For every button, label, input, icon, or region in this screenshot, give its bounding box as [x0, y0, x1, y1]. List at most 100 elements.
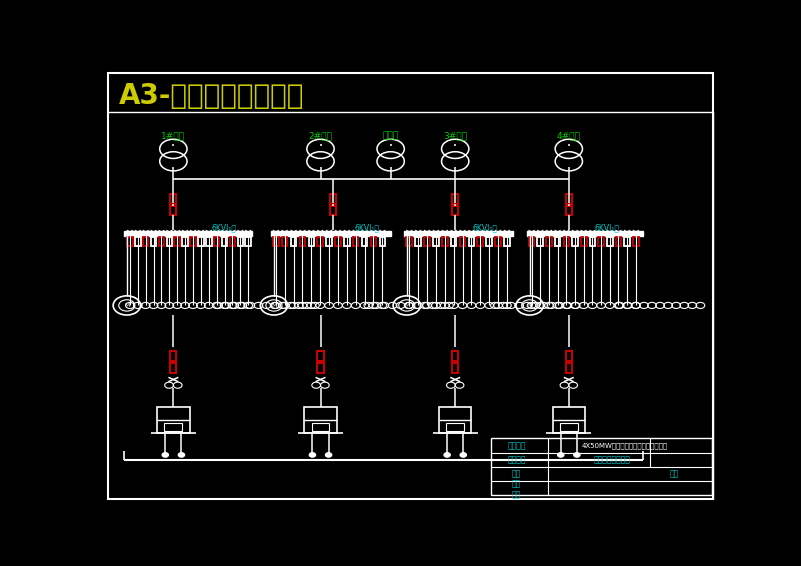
- Bar: [598, 237, 604, 246]
- Text: 制图: 制图: [670, 469, 679, 478]
- Bar: [380, 237, 385, 246]
- Text: 6KVI₁段: 6KVI₁段: [211, 223, 237, 232]
- Bar: [317, 237, 323, 246]
- Text: 审核: 审核: [512, 479, 521, 488]
- Bar: [564, 237, 570, 246]
- Bar: [452, 363, 458, 373]
- Bar: [171, 194, 176, 204]
- Bar: [135, 237, 141, 246]
- Bar: [271, 231, 391, 235]
- Bar: [362, 237, 368, 246]
- Bar: [171, 351, 176, 361]
- Bar: [304, 407, 336, 433]
- Bar: [273, 237, 279, 246]
- Bar: [330, 194, 336, 204]
- Bar: [330, 205, 336, 215]
- Bar: [616, 237, 622, 246]
- Bar: [452, 194, 458, 204]
- Text: 日期: 日期: [512, 490, 521, 499]
- Bar: [183, 237, 188, 246]
- Bar: [371, 237, 376, 246]
- Bar: [230, 237, 235, 246]
- Bar: [238, 237, 243, 246]
- Bar: [151, 237, 156, 246]
- Bar: [222, 237, 227, 246]
- Bar: [282, 237, 288, 246]
- Bar: [452, 351, 458, 361]
- Text: 6KVI₁段: 6KVI₁段: [355, 223, 380, 232]
- Bar: [451, 237, 457, 246]
- Bar: [477, 237, 483, 246]
- Text: 高备变: 高备变: [383, 131, 399, 140]
- Bar: [406, 237, 412, 246]
- Bar: [495, 237, 501, 246]
- Bar: [566, 363, 572, 373]
- Circle shape: [574, 453, 580, 457]
- Bar: [566, 194, 572, 204]
- Bar: [607, 237, 613, 246]
- Bar: [590, 237, 595, 246]
- Bar: [344, 237, 349, 246]
- Bar: [446, 423, 464, 431]
- Text: 1#厂变: 1#厂变: [161, 131, 185, 140]
- Bar: [206, 237, 211, 246]
- Bar: [167, 237, 172, 246]
- Bar: [326, 237, 332, 246]
- Bar: [416, 237, 421, 246]
- Bar: [486, 237, 492, 246]
- Bar: [353, 237, 359, 246]
- Text: 4X50MW火力发电厂电气部分初步设计: 4X50MW火力发电厂电气部分初步设计: [582, 442, 668, 449]
- Bar: [452, 205, 458, 215]
- Bar: [553, 407, 585, 433]
- Circle shape: [325, 453, 332, 457]
- Text: 6KVI₁段: 6KVI₁段: [473, 223, 497, 232]
- Bar: [198, 237, 203, 246]
- Bar: [335, 237, 340, 246]
- Bar: [127, 237, 133, 246]
- Bar: [159, 237, 164, 246]
- Bar: [312, 423, 329, 431]
- Bar: [164, 423, 183, 431]
- Bar: [291, 237, 296, 246]
- Bar: [624, 237, 630, 246]
- Text: M: M: [404, 303, 409, 308]
- Text: 厂用电气主接线图: 厂用电气主接线图: [594, 455, 630, 464]
- Bar: [560, 423, 578, 431]
- Circle shape: [162, 453, 168, 457]
- Bar: [317, 363, 324, 373]
- Text: 图纸名称: 图纸名称: [507, 455, 526, 464]
- Bar: [433, 237, 439, 246]
- Bar: [190, 237, 195, 246]
- Text: 工程名称: 工程名称: [507, 441, 526, 450]
- Bar: [529, 237, 534, 246]
- Text: M: M: [124, 303, 130, 308]
- Text: M: M: [272, 303, 276, 308]
- Bar: [460, 237, 465, 246]
- Bar: [439, 407, 471, 433]
- Circle shape: [309, 453, 316, 457]
- Bar: [171, 363, 176, 373]
- Bar: [300, 237, 305, 246]
- Bar: [245, 237, 251, 246]
- Circle shape: [179, 453, 184, 457]
- Bar: [442, 237, 448, 246]
- Bar: [633, 237, 638, 246]
- Bar: [581, 237, 586, 246]
- Bar: [175, 237, 180, 246]
- Text: 3#厂变: 3#厂变: [443, 131, 467, 140]
- Text: 6KVI₁段: 6KVI₁段: [595, 223, 620, 232]
- Text: 2#厂变: 2#厂变: [308, 131, 332, 140]
- Circle shape: [557, 453, 564, 457]
- Text: M: M: [527, 303, 533, 308]
- Bar: [572, 237, 578, 246]
- Bar: [143, 237, 148, 246]
- Bar: [566, 351, 572, 361]
- Bar: [308, 237, 314, 246]
- Bar: [317, 351, 324, 361]
- Bar: [171, 205, 176, 215]
- Bar: [537, 237, 543, 246]
- Text: A3-厂用电气主接线图: A3-厂用电气主接线图: [119, 82, 304, 110]
- Bar: [504, 237, 509, 246]
- Bar: [157, 407, 190, 433]
- Bar: [566, 205, 572, 215]
